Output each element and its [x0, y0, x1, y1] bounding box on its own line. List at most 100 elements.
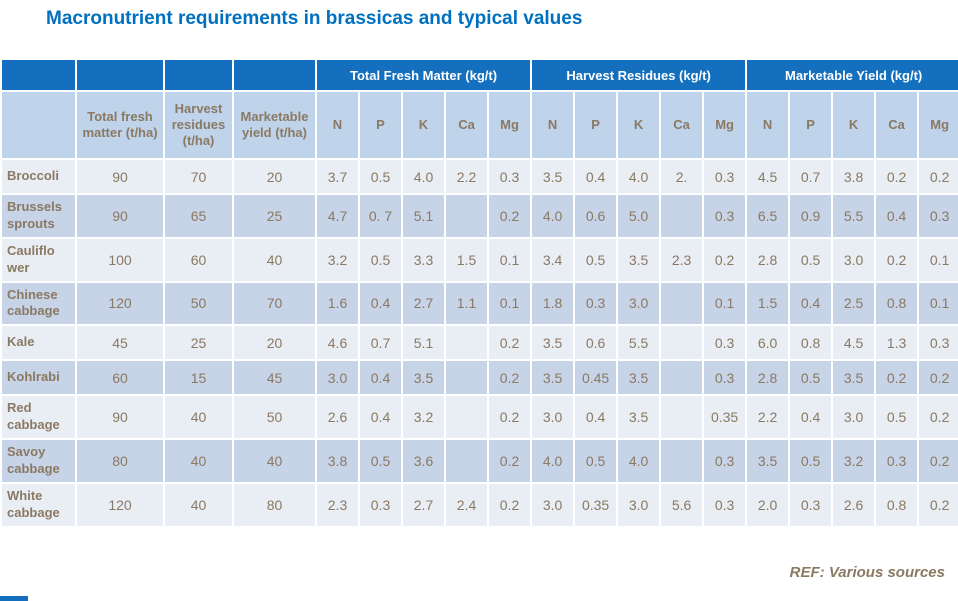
table-cell: 1.1	[444, 280, 489, 327]
column-header: P	[573, 90, 619, 160]
table-cell: 4.0	[401, 158, 446, 195]
table-cell: 3.3	[401, 236, 446, 283]
table-cell: 4.6	[315, 324, 360, 362]
table-cell: 40	[232, 438, 317, 484]
table-cell: 120	[75, 280, 165, 327]
table-cell: 0.4	[573, 158, 619, 195]
table-cell: 4.5	[745, 158, 791, 195]
table-cell: 40	[232, 236, 317, 283]
table-cell: 3.0	[315, 359, 360, 397]
table-cell: 3.5	[530, 359, 576, 397]
table-cell: 0.5	[874, 394, 920, 441]
table-cell: 2.6	[315, 394, 360, 441]
table-cell: 5.6	[659, 481, 705, 528]
table-cell: 0.1	[486, 236, 533, 283]
reference-text: REF: Various sources	[789, 564, 945, 581]
table-cell: 6.0	[745, 324, 791, 362]
group-header-blank	[232, 58, 317, 92]
row-label: Cauliflo wer	[0, 236, 77, 283]
table-cell: 2.3	[659, 236, 705, 283]
table-cell: 0.2	[874, 236, 920, 283]
table-cell: 3.5	[831, 359, 877, 397]
column-header: Ca	[444, 90, 489, 160]
table-cell: 0.1	[917, 280, 958, 327]
table-cell: 4.0	[530, 438, 576, 484]
table-cell: 3.5	[745, 438, 791, 484]
table-cell: 3.8	[315, 438, 360, 484]
column-header: K	[831, 90, 877, 160]
table-cell: 0.1	[702, 280, 748, 327]
column-header: Mg	[702, 90, 748, 160]
table-row: White cabbage 120 40 80 2.3 0.3 2.7 2.4 0.2 3.0 0.…	[0, 481, 958, 528]
table-cell: 70	[232, 280, 317, 327]
table-cell: 80	[75, 438, 165, 484]
table-cell: 0.8	[874, 280, 920, 327]
table-cell: 3.0	[831, 394, 877, 441]
table-cell: 0.5	[573, 438, 619, 484]
table-cell: 0.5	[358, 158, 403, 195]
table-cell: 0.2	[486, 481, 533, 528]
table-cell: 0.2	[486, 359, 533, 397]
table-cell: 3.2	[401, 394, 446, 441]
table-cell: 90	[75, 158, 165, 195]
table-cell	[659, 193, 705, 239]
table-cell: 0.5	[573, 236, 619, 283]
column-header: N	[530, 90, 576, 160]
table-cell: 0.3	[358, 481, 403, 528]
table-cell: 0.2	[917, 438, 958, 484]
table-cell: 0.2	[917, 481, 958, 528]
column-header: P	[788, 90, 834, 160]
table-cell: 5.0	[616, 193, 662, 239]
table-cell: 3.7	[315, 158, 360, 195]
table-cell: 0.3	[702, 158, 748, 195]
row-label: Kohlrabi	[0, 359, 77, 397]
table-cell: 4.5	[831, 324, 877, 362]
table-cell: 3.2	[831, 438, 877, 484]
table-cell: 1.5	[745, 280, 791, 327]
table-row: Kale 45 25 20 4.6 0.7 5.1 0.2 3.5 0.6 5.5 0.3 6.0 0.8…	[0, 324, 958, 362]
table-cell: 4.0	[616, 158, 662, 195]
column-header-blank	[0, 90, 77, 160]
table-cell: 0.3	[702, 324, 748, 362]
table-cell: 65	[163, 193, 234, 239]
table-cell: 0.1	[917, 236, 958, 283]
table-cell: 2.2	[444, 158, 489, 195]
table-cell: 0.4	[358, 394, 403, 441]
table-cell: 0.2	[917, 359, 958, 397]
page-title: Macronutrient requirements in brassicas …	[46, 8, 583, 29]
table-cell: 0.2	[702, 236, 748, 283]
table-cell	[659, 324, 705, 362]
table-cell: 0.45	[573, 359, 619, 397]
table-cell: 5.5	[831, 193, 877, 239]
table-cell: 0.3	[917, 324, 958, 362]
row-label: Red cabbage	[0, 394, 77, 441]
group-header-harvest-residues: Harvest Residues (kg/t)	[530, 58, 748, 92]
table-cell: 20	[232, 324, 317, 362]
table-cell: 50	[163, 280, 234, 327]
column-header: K	[616, 90, 662, 160]
table-cell: 2.8	[745, 236, 791, 283]
table-row: Chinese cabbage 120 50 70 1.6 0.4 2.7 1.1 0.1 1.8…	[0, 280, 958, 327]
row-label: Savoy cabbage	[0, 438, 77, 484]
table-cell: 0.4	[788, 280, 834, 327]
table-cell: 2.3	[315, 481, 360, 528]
table-cell: 40	[163, 481, 234, 528]
table-cell: 0.4	[788, 394, 834, 441]
table-cell: 2.0	[745, 481, 791, 528]
group-header-row: Total Fresh Matter (kg/t) Harvest Residu…	[0, 58, 958, 92]
table-cell: 0.2	[486, 438, 533, 484]
table-cell: 0.4	[358, 280, 403, 327]
table-cell: 3.5	[401, 359, 446, 397]
table-cell: 50	[232, 394, 317, 441]
macronutrient-table: Total Fresh Matter (kg/t) Harvest Residu…	[0, 58, 958, 528]
column-header: Ca	[659, 90, 705, 160]
table-cell: 0.3	[702, 481, 748, 528]
table-cell: 60	[163, 236, 234, 283]
table-row: Broccoli 90 70 20 3.7 0.5 4.0 2.2 0.3 3.5 0.4 4.0 2.…	[0, 158, 958, 195]
table-cell: 0.35	[702, 394, 748, 441]
table-cell: 3.5	[530, 324, 576, 362]
column-header: K	[401, 90, 446, 160]
table-cell: 3.5	[616, 394, 662, 441]
table-cell: 1.5	[444, 236, 489, 283]
table-cell: 20	[232, 158, 317, 195]
